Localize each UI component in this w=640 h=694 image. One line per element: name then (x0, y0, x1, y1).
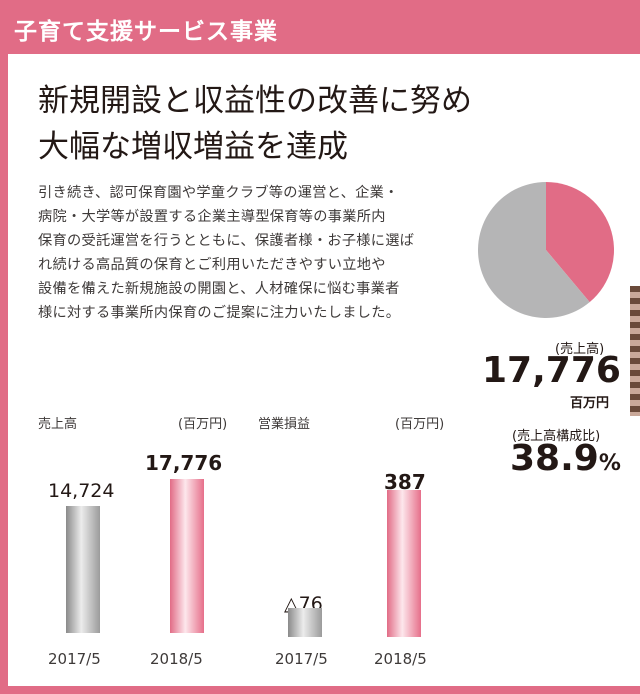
sales-chart-title: 売上高 (38, 417, 78, 432)
sales-chart-unit: (百万円) (178, 417, 228, 432)
ratio-unit: % (598, 451, 621, 476)
x-tick-label: 2018/5 (374, 650, 427, 668)
sales-unit: 百万円 (570, 396, 610, 411)
profit-chart-unit: (百万円) (395, 417, 445, 432)
ratio-value: 38.9 (510, 438, 599, 479)
x-tick-label: 2018/5 (150, 650, 203, 668)
body-paragraph: 引き続き、認可保育園や学童クラブ等の運営と、企業・ 病院・大学等が設置する企業主… (38, 181, 470, 325)
body-line: れ続ける高品質の保育とご利用いただきやすい立地や (38, 257, 386, 273)
profit-chart-title: 営業損益 (258, 417, 311, 432)
content-panel (8, 54, 640, 686)
pie-slice (478, 182, 590, 318)
photo-edge (630, 286, 640, 416)
section-header: 子育て支援サービス事業 (0, 0, 640, 54)
profit-bar-2018 (387, 490, 421, 637)
body-line: 病院・大学等が設置する企業主導型保育等の事業所内 (38, 209, 386, 225)
pie-slice (546, 182, 614, 303)
body-line: 引き続き、認可保育園や学童クラブ等の運営と、企業・ (38, 185, 399, 201)
body-line: 保育の受託運営を行うとともに、保護者様・お子様に選ば (38, 233, 415, 249)
body-line: 設備を備えた新規施設の開園と、人材確保に悩む事業者 (38, 281, 400, 297)
share-pie-chart (478, 182, 614, 318)
sales-label: (売上高) (555, 342, 605, 357)
x-tick-label: 2017/5 (275, 650, 328, 668)
bar-value-label: 14,724 (48, 480, 115, 502)
x-tick-label: 2017/5 (48, 650, 101, 668)
profit-bar-2017 (288, 608, 322, 637)
bar-value-label: 17,776 (145, 451, 223, 475)
sales-bar-2017 (66, 506, 100, 633)
sales-value: 17,776 (482, 350, 621, 391)
section-title: 子育て支援サービス事業 (14, 19, 278, 45)
ratio-label: (売上高構成比) (512, 429, 601, 444)
ratio-value-group: 38.9% (510, 438, 621, 479)
headline-line-2: 大幅な増収増益を達成 (38, 129, 348, 165)
sales-bar-2018 (170, 479, 204, 633)
headline: 新規開設と収益性の改善に努め 大幅な増収増益を達成 (38, 78, 472, 170)
body-line: 様に対する事業所内保育のご提案に注力いたしました。 (38, 305, 401, 321)
headline-line-1: 新規開設と収益性の改善に努め (38, 83, 472, 119)
